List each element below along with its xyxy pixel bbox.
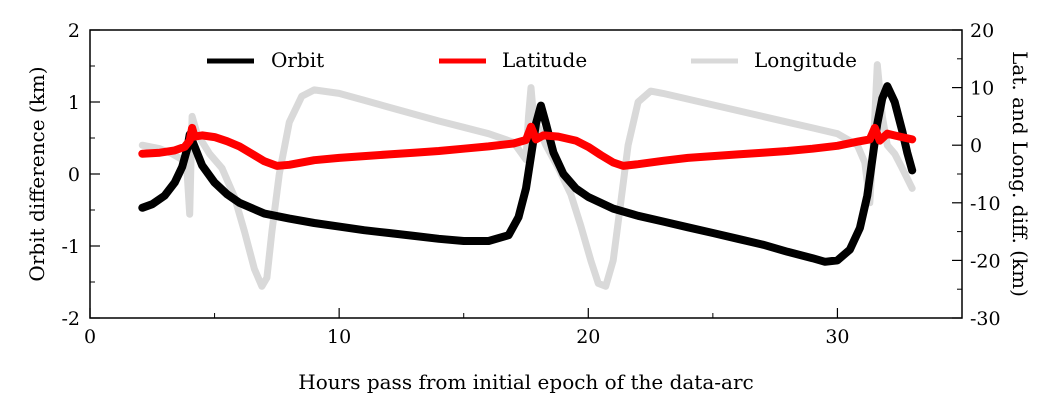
y-right-tick-label: -30 xyxy=(970,308,1001,330)
y-right-tick-label: -20 xyxy=(970,250,1001,272)
x-tick-label: 10 xyxy=(327,326,351,348)
y-left-tick-label: 2 xyxy=(68,20,80,42)
legend-label-latitude: Latitude xyxy=(502,48,587,72)
y-left-tick-label: 1 xyxy=(68,92,80,114)
legend-label-orbit: Orbit xyxy=(271,48,324,72)
x-tick-label: 30 xyxy=(825,326,849,348)
series-line-orbit xyxy=(138,82,917,266)
legend: Orbit Latitude Longitude xyxy=(207,48,857,72)
x-tick-label: 20 xyxy=(576,326,600,348)
y-left-tick-label: 0 xyxy=(68,164,80,186)
legend-label-longitude: Longitude xyxy=(754,48,857,72)
y-right-tick-label: -10 xyxy=(970,193,1001,215)
y-right-tick-label: 20 xyxy=(970,20,994,42)
y-left-tick-label: -1 xyxy=(61,236,80,258)
series-line-latitude xyxy=(138,122,917,170)
y-right-tick-label: 10 xyxy=(970,78,994,100)
y-left-tick-label: -2 xyxy=(61,308,80,330)
x-axis-title: Hours pass from initial epoch of the dat… xyxy=(298,370,753,394)
x-tick-label: 0 xyxy=(84,326,96,348)
y-right-axis-title: Lat. and Long. diff. (km) xyxy=(1008,51,1032,297)
y-left-axis-title: Orbit difference (km) xyxy=(25,66,49,281)
y-right-tick-label: 0 xyxy=(970,135,982,157)
series-layer xyxy=(138,61,917,290)
